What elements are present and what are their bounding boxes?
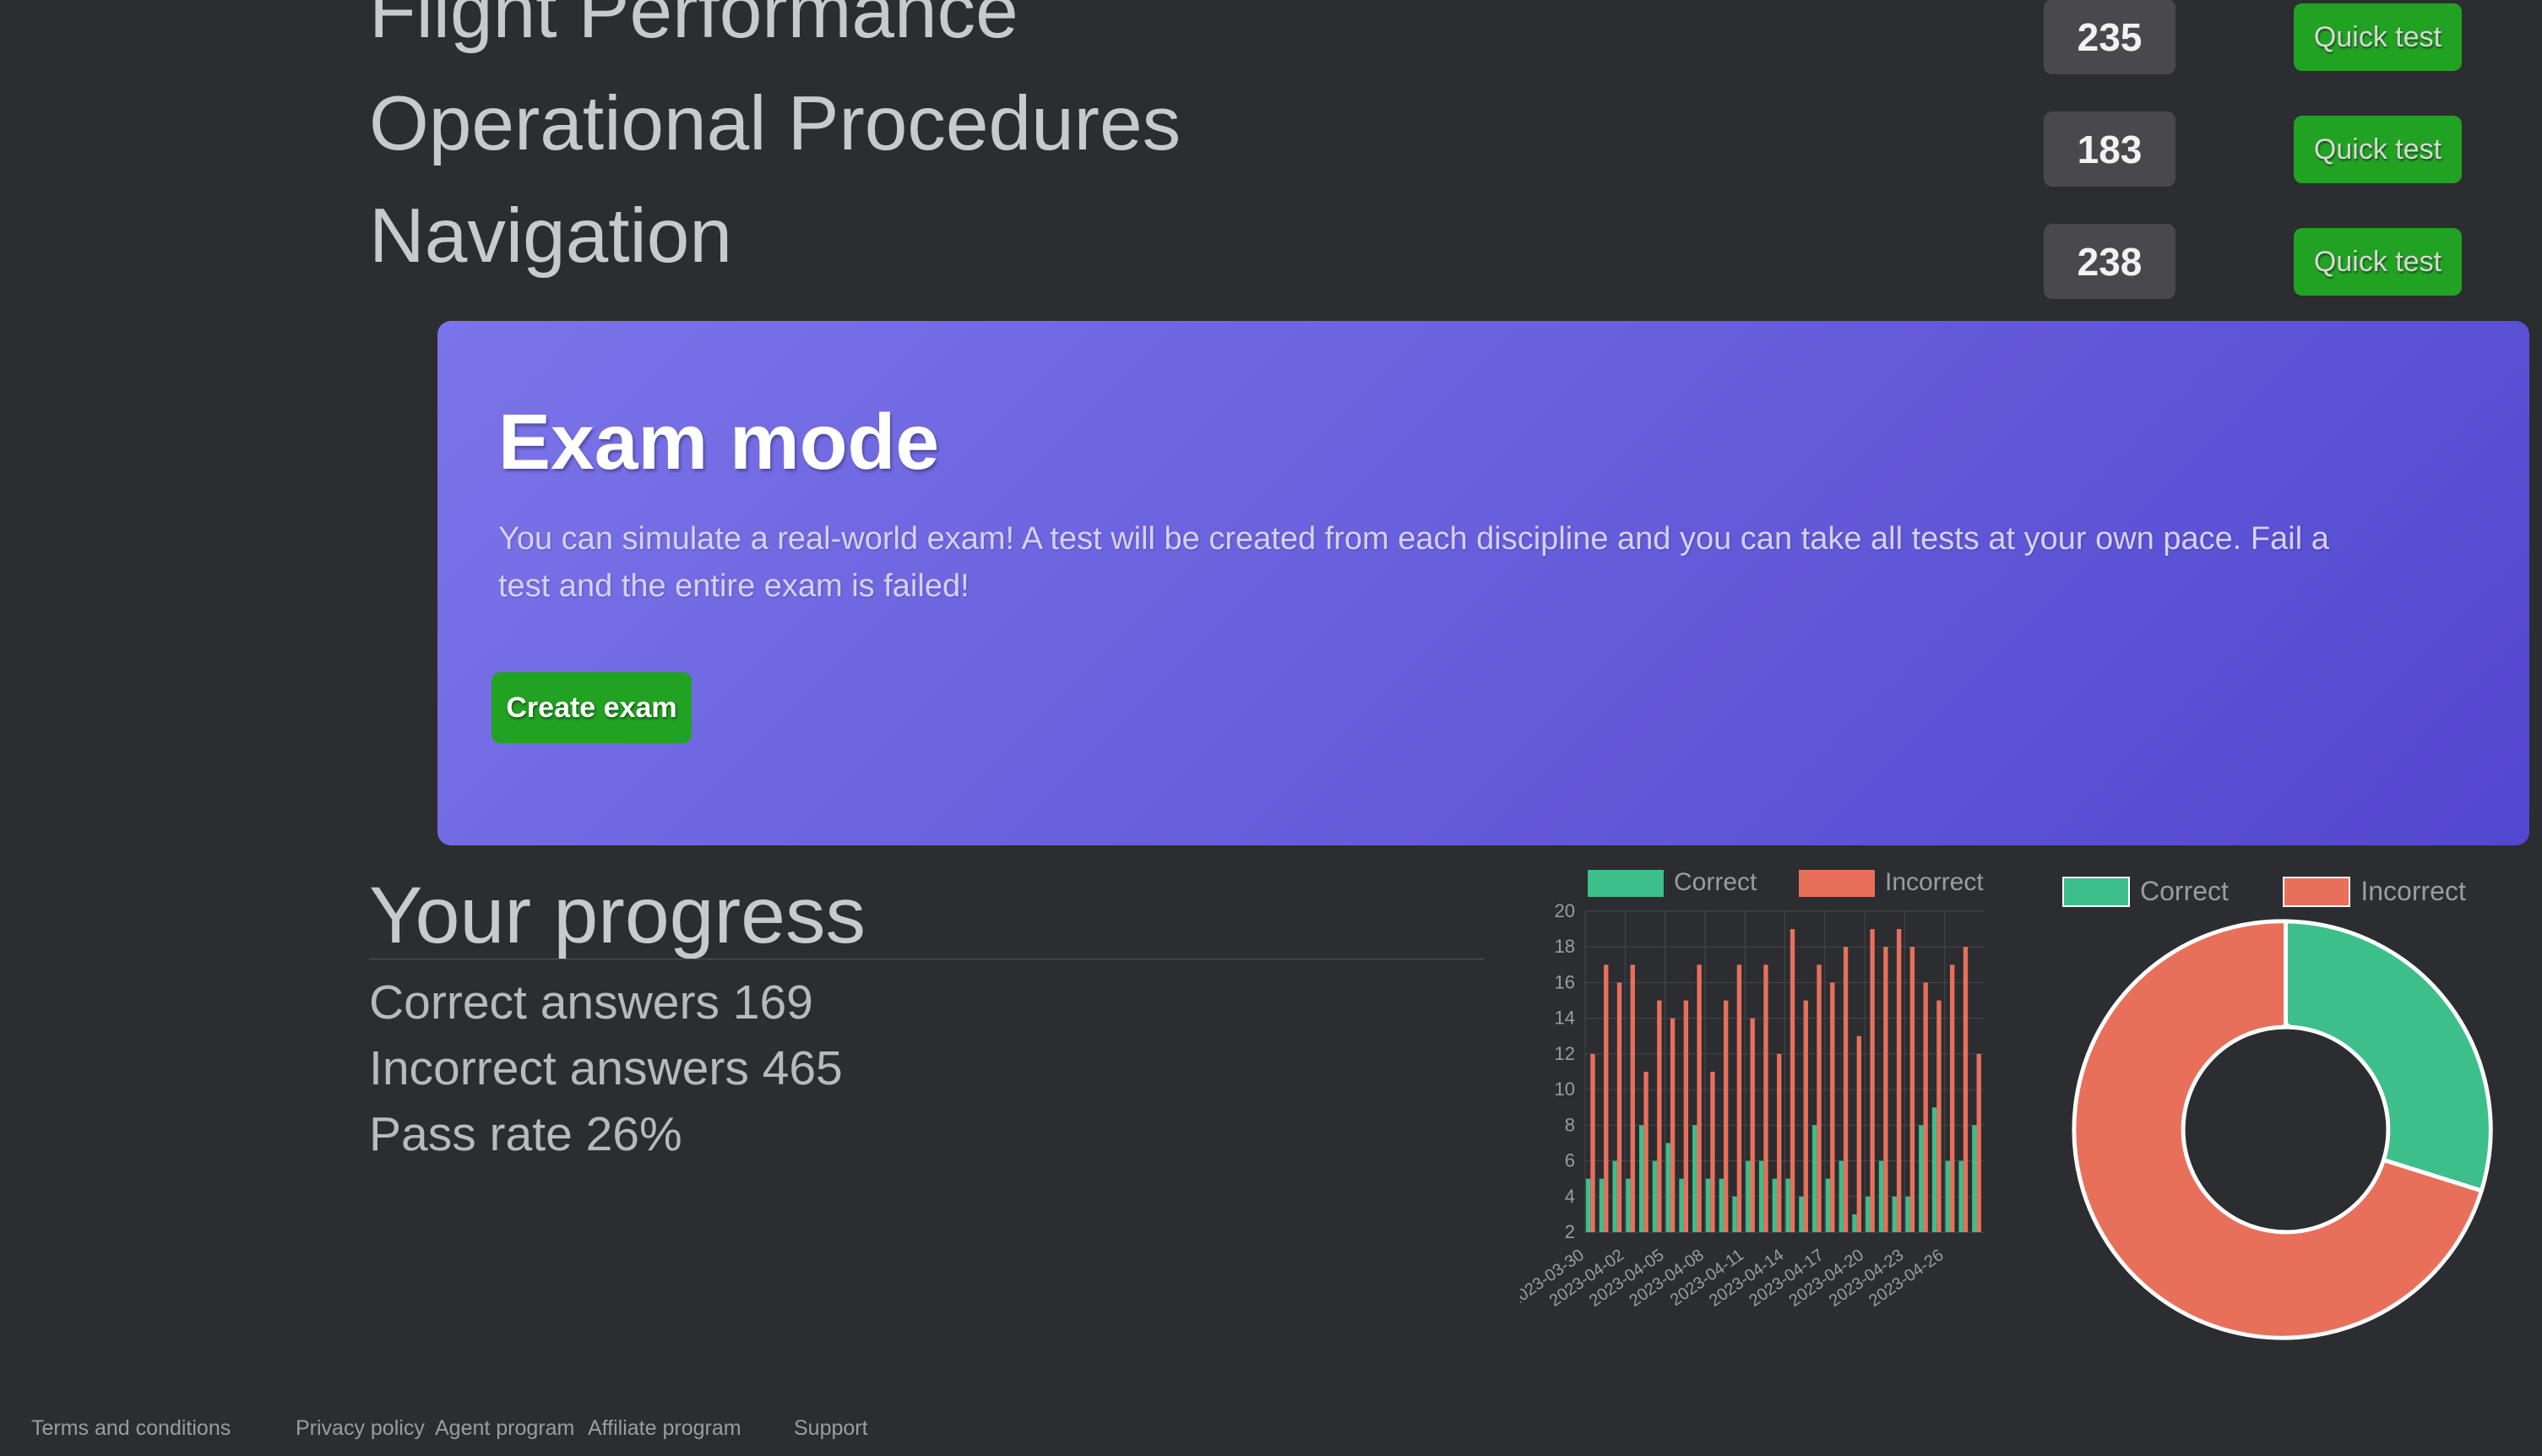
svg-text:4: 4 xyxy=(1565,1186,1575,1207)
svg-text:Incorrect: Incorrect xyxy=(1885,868,1984,896)
svg-text:20: 20 xyxy=(1555,900,1575,921)
svg-text:2: 2 xyxy=(1565,1221,1575,1242)
svg-text:10: 10 xyxy=(1555,1078,1575,1100)
svg-text:6: 6 xyxy=(1565,1150,1575,1171)
svg-text:14: 14 xyxy=(1555,1008,1575,1029)
svg-text:8: 8 xyxy=(1565,1114,1575,1135)
svg-text:16: 16 xyxy=(1555,971,1575,992)
svg-text:12: 12 xyxy=(1555,1043,1575,1064)
svg-text:Correct: Correct xyxy=(1674,868,1757,896)
svg-text:18: 18 xyxy=(1555,936,1575,957)
